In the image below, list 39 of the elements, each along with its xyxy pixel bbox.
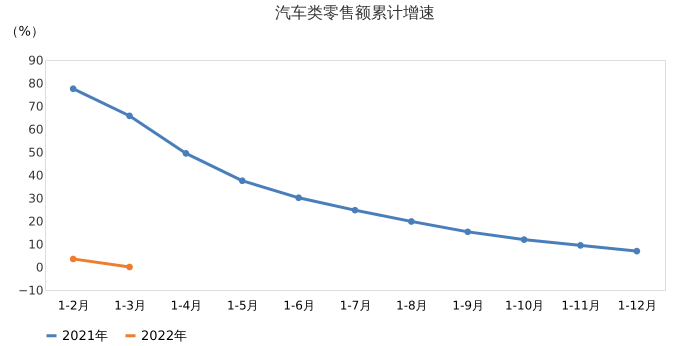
point: [238, 177, 246, 184]
point: [633, 248, 640, 254]
point: [408, 218, 415, 225]
y-tick-label: 0: [36, 260, 44, 274]
y-tick-label: 30: [28, 192, 44, 206]
x-tick-label: 1-10月: [504, 298, 544, 312]
point: [295, 194, 302, 202]
y-tick-label: 70: [28, 100, 44, 114]
y-tick-label: −10: [18, 284, 44, 298]
point: [577, 242, 584, 249]
x-tick-label: 1-2月: [58, 298, 90, 312]
point: [464, 228, 472, 236]
x-tick-label: 1-9月: [452, 298, 484, 312]
y-axis-title: （%）: [6, 24, 44, 40]
y-tick-label: 10: [28, 238, 44, 252]
y-tick-label: 90: [28, 54, 44, 68]
chart-title: 汽车类零售额累计增速: [275, 3, 435, 22]
y-tick-label: 80: [28, 76, 44, 90]
x-tick-label: 1-4月: [170, 298, 202, 312]
legend-label: 2022年: [141, 328, 188, 344]
point: [520, 236, 528, 243]
point: [182, 150, 190, 157]
x-tick-label: 1-3月: [114, 298, 146, 312]
legend-label: 2021年: [62, 328, 108, 344]
y-tick-label: 50: [28, 146, 44, 160]
y-tick-label: 60: [28, 122, 44, 136]
x-tick-label: 1-8月: [396, 298, 428, 312]
x-tick-label: 1-11月: [561, 298, 601, 312]
point: [126, 112, 133, 120]
point: [126, 264, 133, 270]
point: [352, 206, 358, 214]
point: [70, 256, 77, 262]
point: [70, 85, 77, 92]
y-tick-label: 40: [28, 168, 44, 182]
x-tick-label: 1-5月: [226, 298, 259, 312]
y-tick-label: 20: [28, 214, 44, 228]
x-tick-label: 1-7月: [340, 298, 372, 312]
x-tick-label: 1-6月: [283, 298, 315, 312]
x-tick-label: 1-12月: [618, 298, 657, 312]
